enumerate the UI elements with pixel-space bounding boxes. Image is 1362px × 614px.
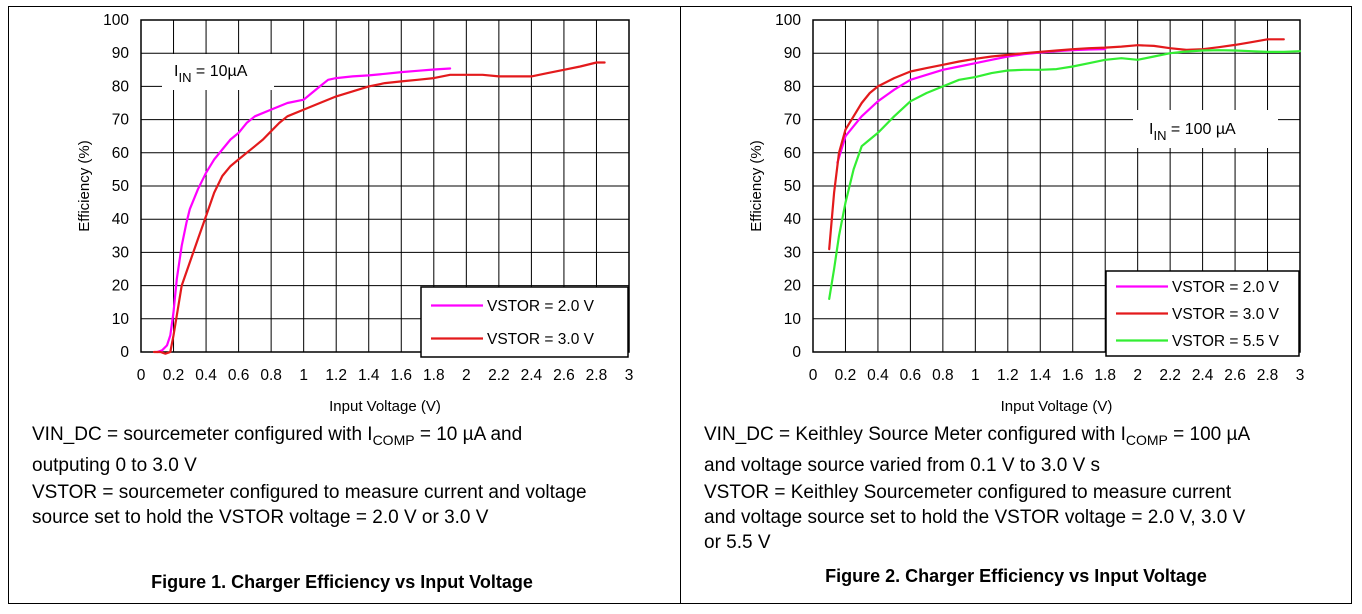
y-tick-label: 40 [784, 211, 802, 228]
y-axis-label: Efficiency (%) [748, 140, 765, 231]
x-tick-label: 1.8 [423, 367, 445, 384]
x-tick-label: 2.2 [1159, 367, 1181, 384]
chart-figure-2: 0 0.2 0.4 0.6 0.8 1 1.2 1.4 1.6 1.8 2 2.2 2.4 2.6 2.8 3… [748, 12, 1305, 415]
x-tick-label: 2.4 [521, 367, 543, 384]
note-right-line3: VSTOR = Keithley Sourcemeter configured … [704, 481, 1232, 503]
x-tick-label: 1.2 [997, 367, 1019, 384]
y-tick-label: 60 [784, 145, 802, 162]
x-axis-label: Input Voltage (V) [1001, 398, 1113, 415]
chart-figure-1: 0 0.2 0.4 0.6 0.8 1 1.2 1.4 1.6 1.8 2 2.2 2.4 2.6 2.8 3… [76, 12, 634, 415]
y-tick-label: 50 [784, 178, 802, 195]
y-tick-label: 100 [775, 12, 801, 29]
y-tick-label: 10 [112, 311, 130, 328]
x-tick-label: 2.6 [553, 367, 575, 384]
note-right: VIN_DC = Keithley Source Meter configure… [704, 422, 1344, 555]
x-tick-label: 0.8 [260, 367, 282, 384]
note-right-line2: and voltage source varied from 0.1 V to … [704, 454, 1101, 476]
y-tick-label: 100 [103, 12, 129, 29]
note-right-line5: or 5.5 V [704, 531, 771, 553]
x-tick-label: 0.6 [900, 367, 922, 384]
plot-border [140, 19, 630, 353]
y-tick-label: 70 [784, 112, 802, 129]
y-tick-label: 80 [112, 78, 130, 95]
x-tick-label: 2 [1133, 367, 1142, 384]
x-tick-label: 0.4 [195, 367, 217, 384]
y-tick-label: 0 [792, 344, 801, 361]
x-tick-label: 2.2 [488, 367, 510, 384]
annotation-current: IIN = 10µA [174, 63, 248, 85]
annotation-current: IIN = 100 µA [1149, 121, 1236, 143]
legend-label: VSTOR = 2.0 V [487, 298, 595, 315]
figure-divider [680, 6, 681, 604]
y-tick-label: 80 [784, 78, 802, 95]
x-tick-label: 1.4 [1029, 367, 1051, 384]
note-left-line3: VSTOR = sourcemeter configured to measur… [32, 481, 587, 503]
y-tick-label: 90 [784, 45, 802, 62]
y-axis-label: Efficiency (%) [76, 140, 93, 231]
series-line-1 [156, 67, 452, 354]
note-left: VIN_DC = sourcemeter configured with ICO… [32, 422, 672, 530]
series-line-3 [828, 49, 1302, 300]
annotation-background [1133, 110, 1278, 148]
y-tick-label: 60 [112, 145, 130, 162]
x-tick-label: 2.6 [1224, 367, 1246, 384]
x-tick-label: 1.2 [325, 367, 347, 384]
y-tick-label: 20 [112, 278, 130, 295]
note-right-line1: VIN_DC = Keithley Source Meter configure… [704, 424, 1251, 448]
legend-label: VSTOR = 3.0 V [487, 331, 595, 348]
x-tick-label: 0.8 [932, 367, 954, 384]
note-left-line2: outputing 0 to 3.0 V [32, 454, 197, 476]
note-left-line4: source set to hold the VSTOR voltage = 2… [32, 506, 489, 528]
legend-label: VSTOR = 3.0 V [1172, 306, 1280, 323]
legend-box [420, 286, 629, 358]
x-tick-label: 1 [971, 367, 980, 384]
x-tick-label: 3 [625, 367, 634, 384]
plot-border [812, 19, 1301, 353]
x-tick-label: 2.4 [1192, 367, 1214, 384]
series-line-2 [828, 38, 1285, 251]
x-tick-label: 0.2 [163, 367, 185, 384]
caption-figure-2: Figure 2. Charger Efficiency vs Input Vo… [825, 566, 1207, 586]
x-tick-label: 2 [462, 367, 471, 384]
x-tick-label: 3 [1296, 367, 1305, 384]
y-tick-label: 10 [784, 311, 802, 328]
x-tick-label: 1.4 [358, 367, 380, 384]
y-tick-label: 40 [112, 211, 130, 228]
x-axis-label: Input Voltage (V) [329, 398, 441, 415]
legend-label: VSTOR = 5.5 V [1172, 333, 1280, 350]
y-tick-label: 90 [112, 45, 130, 62]
x-tick-label: 0 [137, 367, 146, 384]
y-tick-label: 20 [784, 278, 802, 295]
y-tick-label: 0 [120, 344, 129, 361]
y-tick-label: 50 [112, 178, 130, 195]
x-tick-label: 1 [299, 367, 308, 384]
x-tick-label: 2.8 [586, 367, 608, 384]
y-tick-label: 30 [784, 244, 802, 261]
note-right-line4: and voltage source set to hold the VSTOR… [704, 506, 1246, 528]
x-tick-label: 1.6 [390, 367, 412, 384]
annotation-background [162, 54, 274, 90]
x-tick-label: 0.4 [867, 367, 889, 384]
x-tick-label: 1.6 [1062, 367, 1084, 384]
series-line-2 [152, 61, 606, 355]
note-left-line1: VIN_DC = sourcemeter configured with ICO… [32, 424, 523, 448]
x-tick-label: 0.6 [228, 367, 250, 384]
x-tick-label: 0.2 [835, 367, 857, 384]
x-tick-label: 1.8 [1094, 367, 1116, 384]
y-tick-label: 70 [112, 112, 130, 129]
x-tick-label: 0 [809, 367, 818, 384]
legend-label: VSTOR = 2.0 V [1172, 279, 1280, 296]
y-tick-label: 30 [112, 244, 130, 261]
caption-figure-1: Figure 1. Charger Efficiency vs Input Vo… [151, 572, 533, 592]
x-tick-label: 2.8 [1257, 367, 1279, 384]
